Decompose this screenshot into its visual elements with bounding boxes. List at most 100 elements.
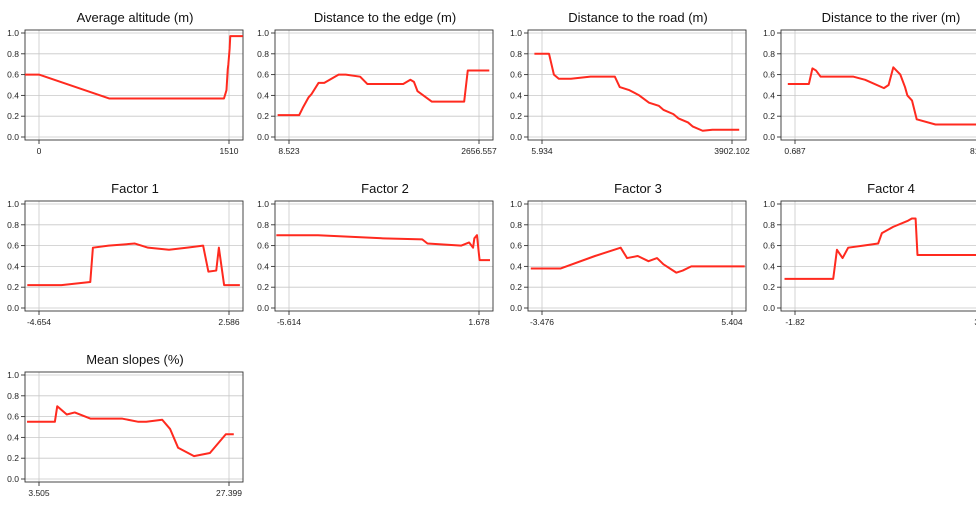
y-tick-label: 0.4 [7, 90, 19, 100]
y-tick-label: 0.6 [257, 241, 269, 251]
chart-panel: Distance to the river (m) 0.0 0.2 0.4 0.6 0.8… [756, 10, 976, 174]
y-tick-label: 0.0 [7, 474, 19, 484]
x-tick-label: 3.253 [974, 317, 976, 327]
y-tick-label: 1.0 [7, 28, 19, 38]
chart-panel: Factor 4 0.0 0.2 0.4 0.6 0.8 1.0 -1.82 3.253 [756, 181, 976, 345]
chart-panel: Distance to the edge (m) 0.0 0.2 0.4 0.6 0.8 1… [250, 10, 497, 174]
y-tick-label: 0.8 [7, 49, 19, 59]
y-tick-label: 0.4 [7, 432, 19, 442]
chart-title: Factor 1 [111, 181, 159, 196]
y-tick-label: 0.0 [257, 132, 269, 142]
y-tick-label: 1.0 [763, 199, 775, 209]
y-tick-label: 0.6 [7, 70, 19, 80]
chart-panel: Average altitude (m) 0.0 0.2 0.4 0.6 0.8 1.0 0 1… [0, 10, 244, 174]
y-tick-label: 0.6 [7, 412, 19, 422]
series-line [276, 234, 490, 262]
x-tick-label: -3.476 [530, 317, 554, 327]
series-line [277, 69, 490, 117]
x-tick-label: 5.404 [721, 317, 743, 327]
y-tick-label: 0.0 [763, 303, 775, 313]
y-tick-label: 0.8 [763, 49, 775, 59]
series-line [25, 35, 243, 100]
y-tick-label: 0.0 [7, 132, 19, 142]
y-tick-label: 0.0 [763, 132, 775, 142]
chart-plot: 0.0 0.2 0.4 0.6 0.8 1.0 0.687 811.229 [763, 28, 976, 156]
y-tick-label: 0.2 [7, 111, 19, 121]
plot-frame [24, 371, 244, 483]
chart-panel: Factor 2 0.0 0.2 0.4 0.6 0.8 1.0 -5.614 1.678 [250, 181, 494, 345]
chart-plot: 0.00.20.40.60.81.03.505 27.399 [7, 370, 244, 498]
series-line [784, 217, 976, 280]
y-tick-label: 1.0 [7, 370, 19, 380]
chart-grid: Average altitude (m) 0.0 0.2 0.4 0.6 0.8 1.0 0 1… [0, 10, 976, 498]
y-tick-label: 0.8 [510, 49, 522, 59]
chart-title: Distance to the road (m) [568, 10, 708, 25]
chart-panel: Factor 3 0.0 0.2 0.4 0.6 0.8 1.0 -3.476 5.404 [503, 181, 747, 345]
series-line [27, 405, 234, 458]
plot-frame [274, 29, 494, 141]
chart-plot: 0.0 0.2 0.4 0.6 0.8 1.0 8.523 2656.557 [257, 28, 497, 156]
chart-plot: 0.0 0.2 0.4 0.6 0.8 1.0 -5.614 1.678 [257, 199, 494, 327]
chart-plot: 0.0 0.2 0.4 0.6 0.8 1.0 -4.654 2.586 [7, 199, 244, 327]
plot-frame [780, 29, 976, 141]
y-tick-label: 0.6 [763, 241, 775, 251]
y-tick-label: 0.0 [257, 303, 269, 313]
y-tick-label: 0.6 [763, 70, 775, 80]
chart-plot: 0.0 0.2 0.4 0.6 0.8 1.0 5.934 3902.102 [510, 28, 750, 156]
x-tick-label: 8.523 [278, 146, 300, 156]
y-tick-label: 0.2 [7, 453, 19, 463]
series-line [530, 246, 745, 274]
y-tick-label: 1.0 [257, 199, 269, 209]
y-tick-label: 1.0 [763, 28, 775, 38]
y-tick-label: 0.6 [7, 241, 19, 251]
x-tick-label: 1.678 [468, 317, 490, 327]
chart-plot: 0.0 0.2 0.4 0.6 0.8 1.0 -1.82 3.253 [763, 199, 976, 327]
y-tick-label: 0.8 [7, 391, 19, 401]
chart-panel: Factor 1 0.0 0.2 0.4 0.6 0.8 1.0 -4.654 2.586 [0, 181, 244, 345]
y-tick-label: 1.0 [257, 28, 269, 38]
plot-frame [274, 200, 494, 312]
y-tick-label: 0.4 [257, 261, 269, 271]
x-tick-label: -5.614 [277, 317, 301, 327]
y-tick-label: 0.8 [510, 220, 522, 230]
x-tick-label: -4.654 [27, 317, 51, 327]
y-tick-label: 0.8 [257, 220, 269, 230]
y-tick-label: 0.0 [510, 303, 522, 313]
x-tick-label: 0 [37, 146, 42, 156]
y-tick-label: 0.6 [510, 70, 522, 80]
y-tick-label: 1.0 [7, 199, 19, 209]
chart-plot: 0.0 0.2 0.4 0.6 0.8 1.0 -3.476 5.404 [510, 199, 747, 327]
y-tick-label: 0.4 [763, 261, 775, 271]
x-tick-label: 0.687 [784, 146, 806, 156]
plot-frame [527, 29, 747, 141]
y-tick-label: 0.6 [257, 70, 269, 80]
chart-title: Factor 2 [361, 181, 409, 196]
y-tick-label: 0.2 [763, 111, 775, 121]
y-tick-label: 0.2 [763, 282, 775, 292]
x-tick-label: 5.934 [531, 146, 553, 156]
series-line [27, 242, 240, 287]
y-tick-label: 0.4 [7, 261, 19, 271]
x-tick-label: 2.586 [218, 317, 240, 327]
plot-frame [527, 200, 747, 312]
chart-title: Factor 3 [614, 181, 662, 196]
chart-title: Distance to the river (m) [821, 10, 961, 25]
y-tick-label: 0.4 [763, 90, 775, 100]
series-line [534, 52, 740, 132]
series-line [787, 66, 976, 126]
x-tick-label: 2656.557 [461, 146, 497, 156]
y-tick-label: 0.2 [510, 111, 522, 121]
x-tick-label: 1510 [220, 146, 239, 156]
plot-frame [780, 200, 976, 312]
chart-title: Factor 4 [867, 181, 915, 196]
y-tick-label: 0.2 [257, 111, 269, 121]
x-tick-label: 811.229 [970, 146, 976, 156]
y-tick-label: 0.8 [7, 220, 19, 230]
x-tick-label: -1.82 [785, 317, 805, 327]
y-tick-label: 0.0 [7, 303, 19, 313]
chart-title: Average altitude (m) [76, 10, 194, 25]
y-tick-label: 0.6 [510, 241, 522, 251]
y-tick-label: 1.0 [510, 28, 522, 38]
y-tick-label: 1.0 [510, 199, 522, 209]
x-tick-label: 3902.102 [714, 146, 750, 156]
